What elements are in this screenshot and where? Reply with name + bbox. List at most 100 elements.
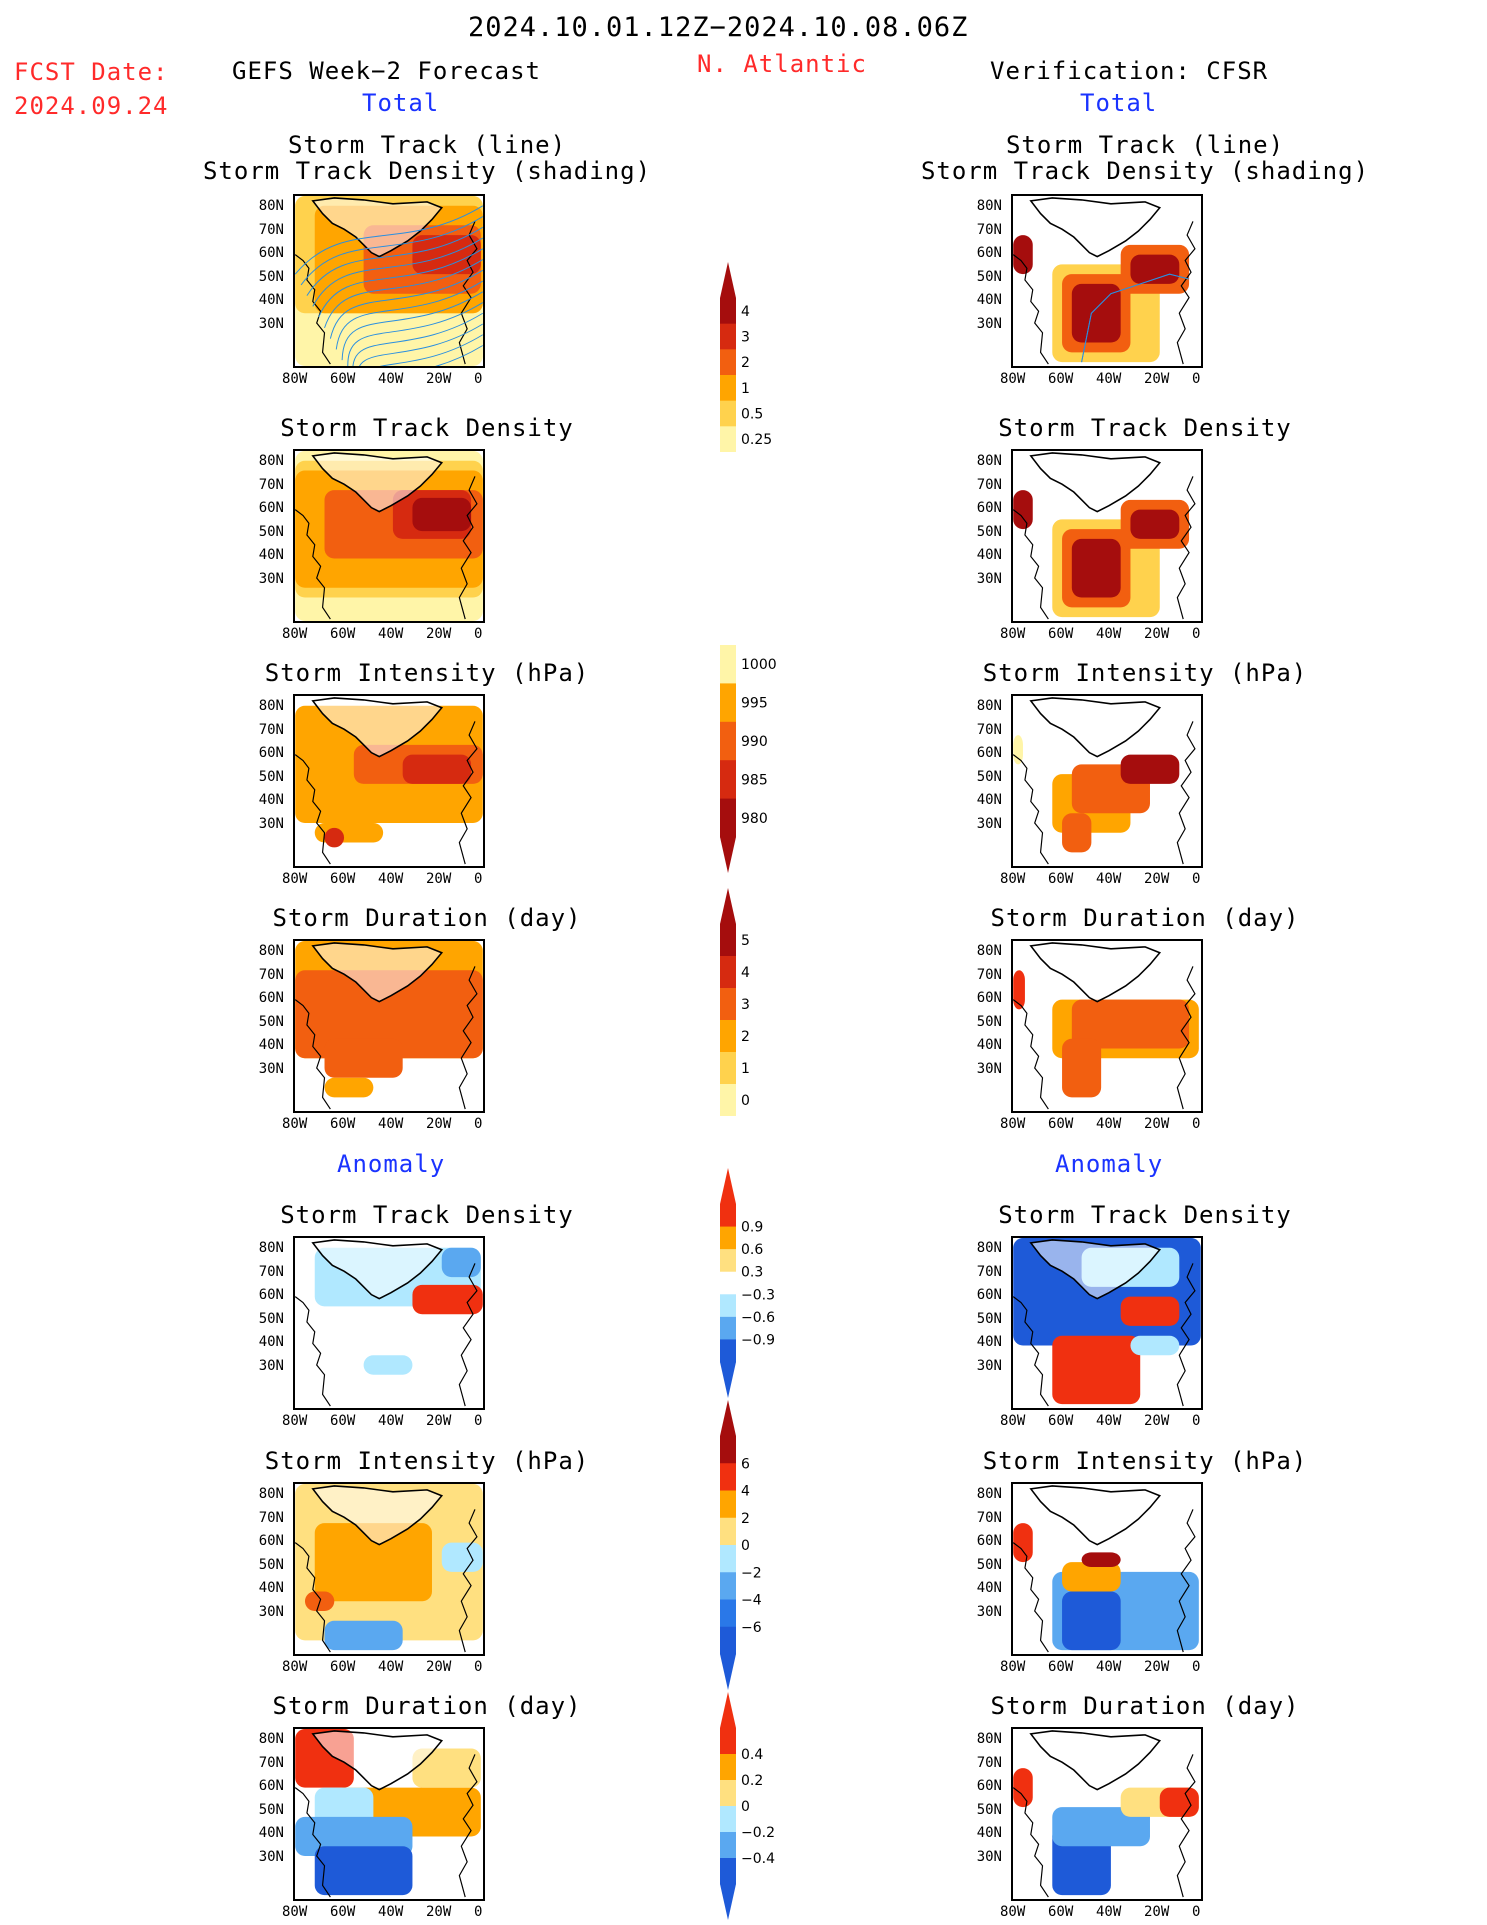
lat-tick-label: 60N <box>258 1778 284 1794</box>
greenland-coastline <box>1029 197 1162 258</box>
colorbar-label: −2 <box>741 1565 762 1581</box>
colorbar-label: 0.9 <box>741 1220 763 1236</box>
storm-track-line <box>347 302 483 366</box>
lon-tick-label: 0 <box>474 871 483 887</box>
greenland-coastline <box>311 1730 444 1791</box>
lon-tick-label: 40W <box>378 871 404 887</box>
europe-coastline <box>1176 721 1196 865</box>
lon-tick-label: 40W <box>378 371 404 387</box>
america-coastline <box>1013 509 1049 620</box>
map-panel-right-0: Storm Track (line) Storm Track Density (… <box>903 132 1387 387</box>
map-plot-area <box>1011 1482 1203 1656</box>
storm-track-line <box>434 345 483 366</box>
lat-tick-label: 70N <box>258 1509 284 1526</box>
lon-tick-label: 80W <box>282 626 308 642</box>
lon-tick-label: 0 <box>1192 1116 1201 1132</box>
colorbar-swatch <box>720 721 736 761</box>
america-coastline <box>1013 999 1049 1110</box>
lat-tick-label: 80N <box>976 453 1002 469</box>
lon-tick-label: 40W <box>378 626 404 642</box>
europe-coastline <box>458 1754 478 1898</box>
shaded-region <box>1130 509 1180 539</box>
storm-track-line <box>379 334 483 366</box>
lon-tick-label: 20W <box>426 1413 452 1429</box>
lon-tick-label: 20W <box>1144 1904 1170 1920</box>
panel-title: Storm Track Density <box>280 414 574 442</box>
colorbar-top-tip <box>720 1400 736 1436</box>
colorbar-label: 3 <box>741 330 750 346</box>
lon-tick-label: 20W <box>426 1116 452 1132</box>
colorbar-top-tip <box>720 1168 736 1204</box>
lat-tick-label: 40N <box>258 292 284 308</box>
greenland-coastline <box>311 452 444 513</box>
lat-tick-label: 70N <box>976 476 1002 493</box>
colorbar-label: 2 <box>741 1029 750 1045</box>
lon-tick-label: 40W <box>1096 371 1122 387</box>
colorbar-intensity_anom: 6 4 2 0 −2 −4 −6 <box>720 1400 762 1690</box>
map-shading <box>295 1729 481 1898</box>
storm-track-line <box>352 312 483 366</box>
map-plot-area <box>293 694 485 868</box>
lat-tick-label: 30N <box>976 315 1002 332</box>
lon-tick-label: 40W <box>378 1116 404 1132</box>
shaded-region <box>295 1816 413 1857</box>
shaded-region <box>412 1748 481 1788</box>
lon-tick-label: 60W <box>330 1904 356 1920</box>
verification-title: Verification: CFSR <box>990 57 1269 85</box>
lat-tick-label: 80N <box>258 1731 284 1747</box>
lon-tick-label: 60W <box>1048 1904 1074 1920</box>
lat-tick-label: 80N <box>976 198 1002 214</box>
lat-tick-label: 70N <box>976 721 1002 738</box>
shaded-region <box>402 754 472 784</box>
colorbar-swatch <box>720 1020 736 1053</box>
shaded-region <box>1062 813 1092 853</box>
greenland-coastline <box>1029 942 1162 1003</box>
lat-tick-label: 60N <box>976 990 1002 1006</box>
colorbar-label: 4 <box>741 965 750 981</box>
storm-track-line <box>312 237 483 307</box>
lat-tick-label: 30N <box>258 1060 284 1077</box>
lon-tick-label: 60W <box>1048 1116 1074 1132</box>
storm-track-line <box>300 216 483 286</box>
america-coastline <box>1013 1296 1049 1407</box>
shaded-region <box>1071 283 1121 343</box>
colorbar-swatch <box>720 298 736 325</box>
colorbar-swatch <box>720 1271 736 1295</box>
colorbar-swatch <box>720 988 736 1021</box>
shaded-region <box>1120 1296 1180 1326</box>
colorbar-swatch <box>720 400 736 427</box>
europe-coastline <box>458 1509 478 1653</box>
shaded-region <box>1013 970 1025 1010</box>
lat-tick-label: 40N <box>258 547 284 563</box>
map-panel-left-2: Storm Intensity (hPa) 80N 70N 60N 50N 40N 30N 8… <box>185 650 669 890</box>
lon-tick-label: 0 <box>474 626 483 642</box>
panel-title: Storm Duration (day) <box>990 1692 1300 1720</box>
map-shading <box>1013 942 1199 1110</box>
shaded-region <box>1013 735 1023 765</box>
lon-tick-label: 60W <box>330 1116 356 1132</box>
lat-tick-label: 40N <box>976 1334 1002 1350</box>
map-shading <box>1013 197 1196 365</box>
lat-tick-label: 40N <box>976 547 1002 563</box>
lat-tick-label: 60N <box>976 1778 1002 1794</box>
lat-tick-label: 40N <box>258 792 284 808</box>
colorbar-label: 985 <box>741 772 768 788</box>
storm-track-line <box>324 259 483 329</box>
map-panel-right-2: Storm Intensity (hPa) 80N 70N 60N 50N 40N 30N 8… <box>903 650 1387 890</box>
greenland-coastline <box>1029 452 1162 513</box>
lat-tick-label: 50N <box>976 523 1002 540</box>
shaded-region <box>324 1038 403 1078</box>
america-coastline <box>295 1296 331 1407</box>
greenland-coastline <box>1029 1730 1162 1791</box>
greenland-coastline <box>311 1485 444 1546</box>
map-plot-area <box>293 1727 485 1901</box>
region-title: N. Atlantic <box>697 50 867 78</box>
colorbar-label: 980 <box>741 811 768 827</box>
shaded-region <box>1081 1552 1121 1568</box>
lat-tick-label: 30N <box>258 815 284 832</box>
lon-tick-label: 20W <box>1144 1116 1170 1132</box>
lon-tick-label: 0 <box>1192 1904 1201 1920</box>
greenland-coastline <box>311 1239 444 1300</box>
lat-tick-label: 30N <box>976 1848 1002 1865</box>
colorbar-swatch <box>720 1226 736 1250</box>
